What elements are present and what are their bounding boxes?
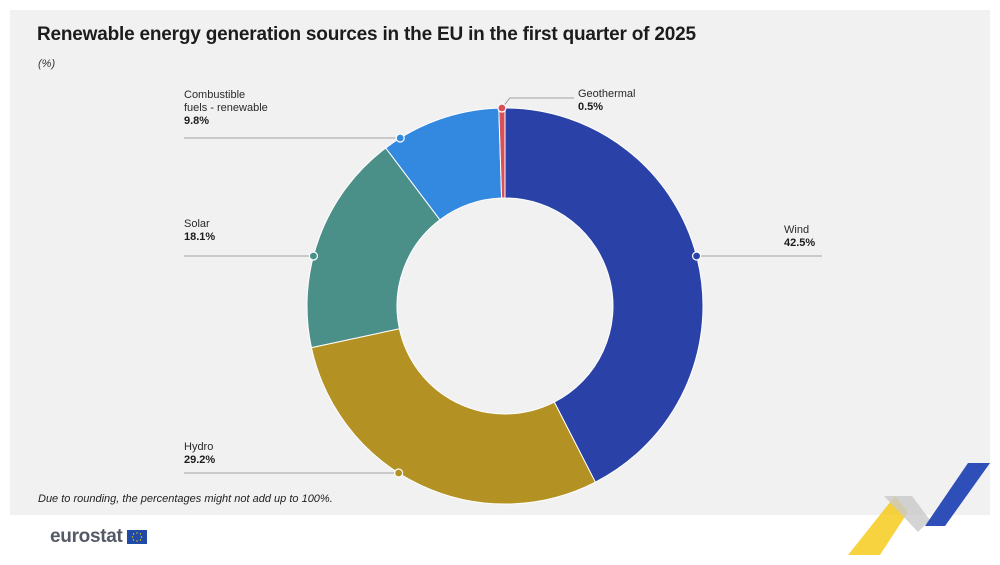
value-geothermal: 0.5% <box>578 101 603 113</box>
label-combustible-fuels-renewable-line-2: fuels - renewable <box>184 102 268 114</box>
eurostat-logo: eurostat <box>50 526 147 548</box>
slice-solar <box>306 147 441 349</box>
value-hydro: 29.2% <box>184 454 215 466</box>
leader-lines-group <box>184 97 822 478</box>
unit-label: (%) <box>38 58 56 70</box>
marker-solar <box>308 251 319 261</box>
footnote: Due to rounding, the percentages might n… <box>38 493 333 505</box>
eu-flag-icon <box>126 530 147 544</box>
marker-wind <box>691 251 702 261</box>
slice-hydro <box>310 328 597 505</box>
brand-name: eurostat <box>50 526 123 547</box>
label-combustible-fuels-renewable-line-1: Combustible <box>184 89 245 101</box>
value-wind: 42.5% <box>784 237 815 249</box>
label-wind: Wind <box>784 224 809 236</box>
marker-combustible-fuels-renewable <box>395 133 405 143</box>
label-geothermal: Geothermal <box>578 88 635 100</box>
marker-geothermal <box>497 103 507 113</box>
chart-title: Renewable energy generation sources in t… <box>37 24 696 45</box>
slices-group <box>306 107 704 505</box>
value-combustible-fuels-renewable: 9.8% <box>184 115 209 127</box>
leader-line-geothermal <box>501 97 574 109</box>
label-hydro: Hydro <box>184 441 213 453</box>
slice-wind <box>504 107 704 483</box>
marker-hydro <box>394 468 404 478</box>
label-solar: Solar <box>184 218 210 230</box>
value-solar: 18.1% <box>184 231 215 243</box>
corner-chevron-decoration <box>848 463 990 555</box>
